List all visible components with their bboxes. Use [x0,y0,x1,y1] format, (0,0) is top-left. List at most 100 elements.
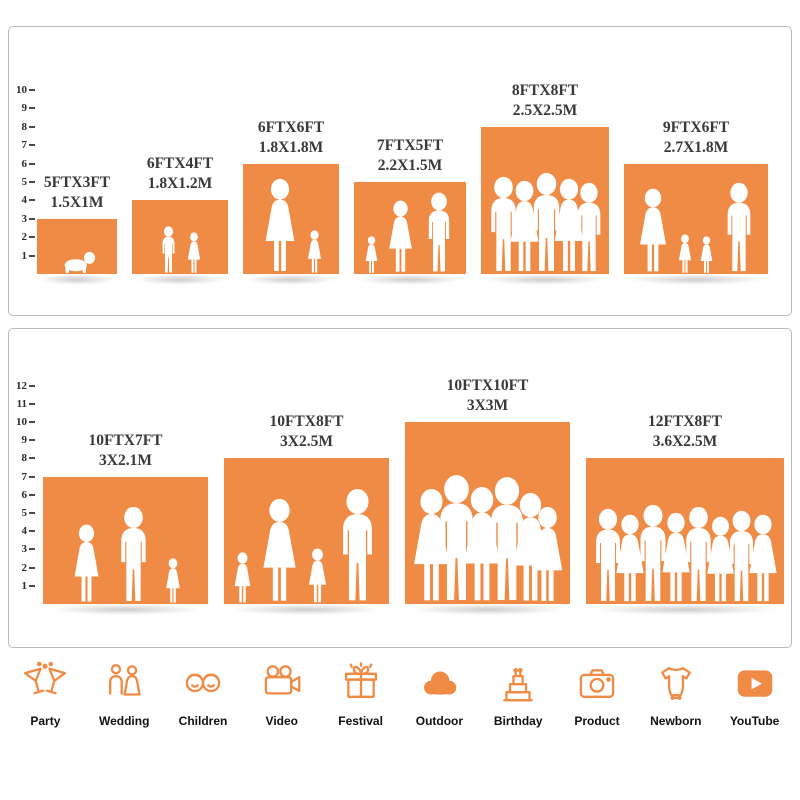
ruler-tick: 4 [12,524,35,538]
size-label: 12FTX8FT 3.6X2.5M [648,412,722,451]
silhouette-group [624,182,768,274]
category-label: Outdoor [415,714,464,728]
backdrop-size-item: 8FTX8FT 2.5X2.5M [481,81,609,285]
ground-shadow [135,274,225,285]
backdrop-size-item: 7FTX5FT 2.2X1.5M [354,136,466,285]
ground-shadow [486,274,604,285]
backdrop-size-item: 6FTX4FT 1.8X1.2M [132,154,228,285]
person-silhouette [743,514,783,604]
ruler-tick: 10 [12,415,35,429]
bars-top: 5FTX3FT 1.5X1M 6FTX4FT 1.8X1.2M 6FTX6FT … [37,81,768,285]
category-outdoor: Outdoor [400,660,479,728]
category-label: Children [178,714,228,728]
size-ft: 6FTX6FT [257,119,325,137]
ruler-tick: 6 [12,157,35,171]
onesie-icon [653,660,699,706]
backdrop-rect [405,422,570,604]
size-ft: 8FTX8FT [511,82,579,100]
ruler-tick: 10 [12,83,35,97]
size-label: 10FTX8FT 3X2.5M [269,412,343,451]
ruler-tick: 7 [12,470,35,484]
size-ft: 6FTX4FT [146,155,214,173]
size-ft: 5FTX3FT [43,174,111,192]
ruler-tick: 2 [12,561,35,575]
ruler-tick: 2 [12,230,35,244]
backdrop-size-item: 9FTX6FT 2.7X1.8M [624,118,768,285]
silhouette-group [481,172,609,274]
size-m: 3.6X2.5M [652,432,718,450]
person-silhouette [256,498,303,604]
person-silhouette [231,552,254,604]
backdrop-rect [624,164,768,274]
youtube-play-icon [732,660,778,706]
person-silhouette [305,230,324,274]
silhouette-group [243,178,339,274]
person-silhouette [332,488,383,604]
size-ft: 12FTX8FT [647,413,723,431]
size-ft: 10FTX8FT [269,413,344,431]
ruler-tick: 5 [12,506,35,520]
category-youtube: YouTube [715,660,794,728]
category-label: Product [574,714,620,728]
category-festival: Festival [321,660,400,728]
category-party: Party [6,660,85,728]
backdrop-rect [37,219,117,274]
person-silhouette [526,506,569,604]
children-icon [180,660,226,706]
silhouette-group [405,474,570,604]
size-label: 5FTX3FT 1.5X1M [44,173,110,212]
size-label: 6FTX4FT 1.8X1.2M [147,154,213,193]
category-label: Newborn [650,714,702,728]
size-label: 10FTX10FT 3X3M [447,376,529,415]
bars-bottom: 10FTX7FT 3X2.1M 10FTX8FT 3X2.5M 10FTX10F… [43,376,784,615]
ground-shadow [411,604,564,615]
backdrop-size-item: 6FTX6FT 1.8X1.8M [243,118,339,285]
ruler-tick: 1 [12,579,35,593]
ground-shadow [49,604,202,615]
ruler-tick: 9 [12,433,35,447]
person-silhouette [421,192,457,274]
ruler-tick: 3 [12,542,35,556]
backdrop-size-item: 10FTX7FT 3X2.1M [43,431,208,615]
size-m: 2.7X1.8M [663,138,729,156]
size-m: 1.5X1M [50,193,104,211]
category-label: Birthday [493,714,543,728]
silhouette-group [37,250,117,274]
size-label: 9FTX6FT 2.7X1.8M [663,118,729,157]
size-ft: 9FTX6FT [662,119,730,137]
person-silhouette [384,200,417,274]
size-m: 2.5X2.5M [512,101,578,119]
person-silhouette [569,182,609,274]
backdrop-rect [481,127,609,274]
gift-icon [338,660,384,706]
size-m: 3X2.5M [280,432,333,450]
ground-shadow [629,274,763,285]
category-birthday: Birthday [479,660,558,728]
ruler-tick: 7 [12,138,35,152]
video-camera-icon [259,660,305,706]
ruler-tick: 6 [12,488,35,502]
ruler-tick: 1 [12,249,35,263]
person-silhouette [634,188,672,274]
ruler-tick: 5 [12,175,35,189]
category-label: YouTube [729,714,780,728]
person-silhouette [185,232,203,274]
category-wedding: Wedding [85,660,164,728]
category-label: Video [265,714,299,728]
size-m: 3X3M [466,396,509,414]
ruler-bottom: 1 2 3 4 5 6 7 8 9 10 11 12 [12,329,38,604]
silhouette-group [224,488,389,604]
person-silhouette [259,178,301,274]
silhouette-group [132,226,228,274]
size-m: 2.2X1.5M [377,156,443,174]
ruler-tick: 3 [12,212,35,226]
person-silhouette [305,548,330,604]
category-label: Wedding [98,714,150,728]
backdrop-rect [243,164,339,274]
ruler-tick: 11 [12,397,35,411]
wedding-icon [101,660,147,706]
category-children: Children [164,660,243,728]
ground-shadow [358,274,462,285]
size-label: 8FTX8FT 2.5X2.5M [512,81,578,120]
ground-shadow [230,604,383,615]
